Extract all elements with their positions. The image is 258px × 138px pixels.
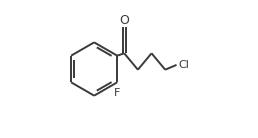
Text: Cl: Cl xyxy=(178,60,189,70)
Text: F: F xyxy=(114,88,120,99)
Text: O: O xyxy=(119,14,129,27)
